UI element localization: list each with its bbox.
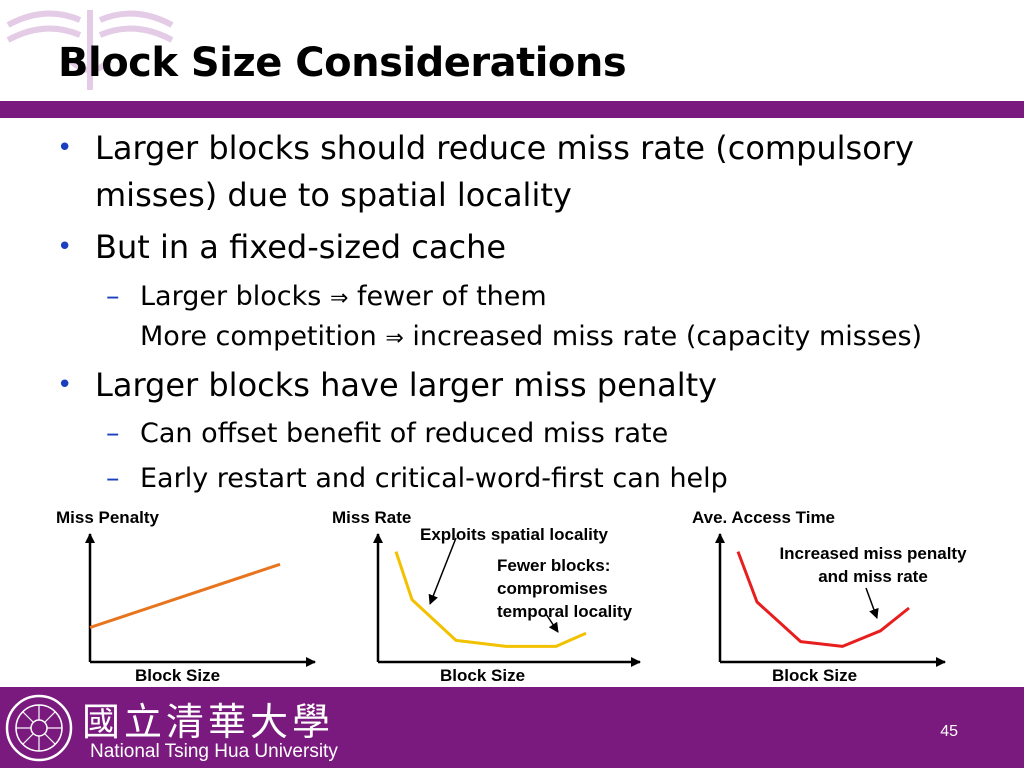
university-seal-icon	[5, 694, 73, 762]
bullet-marker: •	[57, 232, 73, 262]
annotation-pointer	[545, 613, 559, 633]
bullet-item: • Larger blocks have larger miss penalty	[57, 362, 718, 409]
title-underline-bar	[0, 101, 1024, 118]
bullet-text: But in a fixed-sized cache	[95, 228, 507, 266]
sub-bullet-marker: –	[106, 463, 120, 494]
sub-bullet-text: fewer of them	[356, 281, 547, 312]
university-name-english: National Tsing Hua University	[90, 741, 338, 762]
university-name-chinese: 國立清華大學	[82, 700, 335, 744]
annotation-line: compromises	[497, 579, 608, 598]
bullet-marker: •	[57, 370, 73, 400]
sub-bullet-text: Can offset benefit of reduced miss rate	[140, 418, 669, 449]
bullet-text: Larger blocks should reduce miss rate (c…	[95, 129, 914, 167]
bullet-text: misses) due to spatial locality	[95, 176, 572, 214]
sub-bullet-item: – Larger blocks ⇒ fewer of them	[106, 277, 547, 319]
bullet-continuation: misses) due to spatial locality	[95, 172, 572, 219]
university-watermark-logo	[6, 10, 174, 90]
annotation-line: temporal locality	[497, 602, 633, 621]
slide-title: Block Size Considerations	[58, 40, 627, 86]
bullet-text: Larger blocks have larger miss penalty	[95, 366, 718, 404]
bullet-item: • But in a fixed-sized cache	[57, 224, 507, 271]
implies-icon: ⇒	[385, 326, 404, 351]
annotation-line: and miss rate	[818, 567, 928, 586]
graph2-xlabel: Block Size	[440, 666, 526, 685]
footer-bar: 國立清華大學 National Tsing Hua University 45	[0, 687, 1024, 768]
sub-bullet-marker: –	[106, 281, 120, 312]
annotation-line: Increased miss penalty	[779, 544, 967, 563]
bullet-item: • Larger blocks should reduce miss rate …	[57, 125, 914, 172]
annotation-pointer	[865, 587, 879, 619]
graph1-xlabel: Block Size	[135, 666, 221, 685]
annotation-line: Fewer blocks:	[497, 556, 611, 575]
graph1-ylabel: Miss Penalty	[56, 508, 159, 527]
series-line	[736, 551, 910, 648]
sub-bullet-text: Early restart and critical-word-first ca…	[140, 463, 728, 494]
sub-bullet-text: Larger blocks	[140, 281, 322, 312]
sub-bullet-continuation: More competition ⇒ increased miss rate (…	[140, 317, 922, 359]
annotation-pointer	[428, 537, 457, 605]
series-line	[89, 562, 281, 629]
sub-bullet-item: – Can offset benefit of reduced miss rat…	[106, 414, 669, 454]
implies-icon: ⇒	[329, 286, 349, 311]
series-line	[394, 551, 587, 648]
bullet-marker: •	[57, 133, 73, 163]
graph2-annotation-temporal: Fewer blocks: compromises temporal local…	[497, 554, 632, 623]
graph3-xlabel: Block Size	[772, 666, 858, 685]
page-number: 45	[940, 723, 958, 740]
graph3-annotation: Increased miss penalty and miss rate	[766, 542, 980, 588]
sub-bullet-marker: –	[106, 418, 120, 449]
graph3-ylabel: Ave. Access Time	[692, 508, 836, 527]
sub-bullet-text: increased miss rate (capacity misses)	[412, 321, 923, 352]
graph2-annotation-spatial: Exploits spatial locality	[420, 525, 609, 544]
graph2-ylabel: Miss Rate	[332, 508, 412, 527]
sub-bullet-text: More competition	[140, 321, 377, 352]
sub-bullet-item: – Early restart and critical-word-first …	[106, 459, 728, 499]
